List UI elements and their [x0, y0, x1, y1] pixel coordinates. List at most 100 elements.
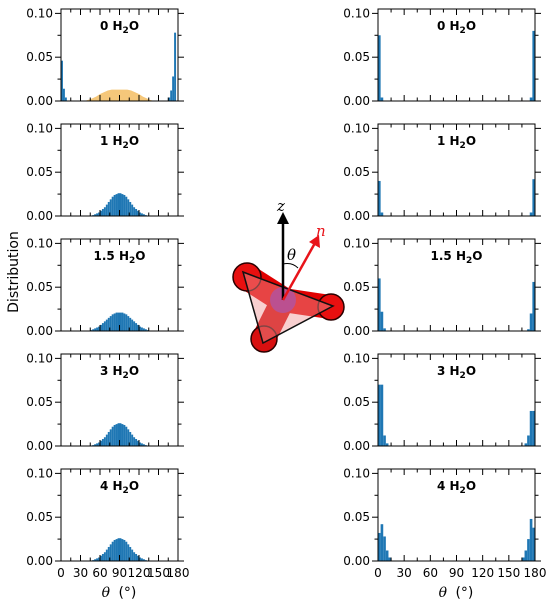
histogram-bar: [100, 555, 102, 561]
panel-left-0: 0.00 0.05 0.10 0 H2O: [26, 6, 184, 108]
y-tick-label: 0.10: [26, 466, 53, 480]
x-tick-label: 90: [112, 566, 127, 580]
y-tick-label: 0.00: [343, 94, 370, 108]
histogram-bar: [103, 552, 106, 561]
histogram-bar: [127, 199, 130, 216]
histogram-bar: [92, 329, 95, 331]
y-tick-label: 0.10: [26, 6, 53, 20]
histogram-bar: [378, 384, 381, 446]
histogram-bar: [142, 444, 145, 446]
histogram-bar: [105, 204, 108, 216]
histogram-bar: [378, 180, 381, 216]
panel-right-4: 0.00 0.05 0.10 0 30 60 90 120 150 180 4 H2O: [343, 466, 546, 580]
histogram-bar: [98, 557, 100, 561]
histogram-bar: [121, 312, 124, 331]
x-axis-unit-left: (°): [118, 585, 136, 601]
histogram-bar: [383, 328, 386, 331]
histogram-bar: [94, 444, 97, 446]
panel-title: 0 H2O: [100, 19, 139, 36]
histogram-bar: [140, 327, 143, 331]
histogram-bar: [129, 546, 132, 561]
histogram-bar: [378, 35, 381, 101]
y-tick-label: 0.10: [26, 351, 53, 365]
histogram-bar: [131, 549, 134, 561]
x-tick-label: 0: [57, 566, 65, 580]
histogram-bar: [139, 326, 141, 331]
histogram-bar: [101, 553, 104, 561]
x-axis-symbol-right: θ: [439, 585, 448, 601]
histogram-bar: [125, 314, 128, 331]
y-tick-label: 0.00: [26, 439, 53, 453]
histogram-bar: [380, 384, 384, 446]
histogram-bar: [529, 410, 533, 446]
histogram-bar: [380, 311, 384, 331]
y-tick-label: 0.05: [343, 395, 370, 409]
y-tick-label: 0.10: [343, 236, 370, 250]
histogram-bar: [101, 208, 104, 216]
histogram-bar: [111, 196, 114, 216]
histogram-bar: [135, 208, 138, 216]
histogram-bar: [527, 539, 530, 561]
panel-title: 1.5 H2O: [94, 249, 146, 266]
histogram-bar: [123, 313, 126, 331]
histogram-bar: [119, 538, 122, 561]
panel-title: 3 H2O: [437, 364, 476, 381]
panel-right-1: 0.00 0.05 0.10 1 H2O: [343, 121, 541, 223]
histogram-bar: [127, 544, 130, 561]
y-tick-label: 0.10: [343, 351, 370, 365]
y-tick-label: 0.05: [343, 510, 370, 524]
panel-title: 1.5 H2O: [431, 249, 483, 266]
histogram-bar: [133, 437, 136, 446]
histogram-bar: [524, 443, 528, 446]
histogram-bar: [135, 553, 138, 561]
histogram-bar: [378, 278, 381, 331]
panel-right-0: 0.00 0.05 0.10 0 H2O: [343, 6, 541, 108]
oxygen-left: [232, 262, 262, 292]
histogram-bar: [139, 442, 141, 446]
panel-title: 3 H2O: [100, 364, 139, 381]
histogram-bar: [125, 426, 128, 446]
histogram-bar: [532, 179, 535, 216]
panel-right-2: 0.00 0.05 0.10 1.5 H2O: [343, 236, 541, 338]
x-tick-label: 150: [147, 566, 170, 580]
panel-left-1: 0.00 0.05 0.10 1 H2O: [26, 121, 184, 223]
theta-arc: [282, 263, 299, 269]
x-tick-label: 120: [471, 566, 494, 580]
x-tick-label: 120: [128, 566, 151, 580]
panel-title: 4 H2O: [100, 479, 139, 496]
x-tick-label: 150: [497, 566, 520, 580]
histogram-bar: [98, 326, 100, 331]
histogram-bar: [388, 557, 392, 561]
histogram-bar: [103, 437, 106, 446]
histogram-bar: [383, 536, 386, 561]
histogram-bar: [113, 313, 116, 331]
histogram-bar: [103, 207, 106, 216]
histogram-bar: [137, 324, 139, 331]
histogram-bar: [100, 324, 102, 331]
x-tick-label: 180: [167, 566, 190, 580]
histogram-bar: [109, 199, 112, 216]
y-tick-label: 0.00: [26, 324, 53, 338]
histogram-bar: [111, 426, 114, 446]
histogram-bar: [115, 424, 118, 446]
histogram-bar: [168, 97, 171, 101]
histogram-bar: [115, 312, 118, 331]
histogram-bar: [131, 319, 134, 331]
y-tick-label: 0.00: [26, 554, 53, 568]
x-tick-label: 30: [73, 566, 88, 580]
histogram-bar: [532, 30, 535, 101]
histogram-bar: [127, 316, 130, 331]
histogram-bar: [62, 88, 65, 101]
y-tick-label: 0.10: [343, 466, 370, 480]
histogram-bar: [532, 527, 535, 561]
y-tick-label: 0.10: [343, 6, 370, 20]
histogram-bar: [137, 210, 139, 216]
y-tick-label: 0.05: [26, 510, 53, 524]
histogram-bar: [135, 438, 138, 446]
theta-label: θ: [287, 246, 296, 264]
histogram-bar: [109, 316, 112, 331]
z-label: z: [276, 197, 285, 215]
histogram-bar: [96, 443, 99, 446]
